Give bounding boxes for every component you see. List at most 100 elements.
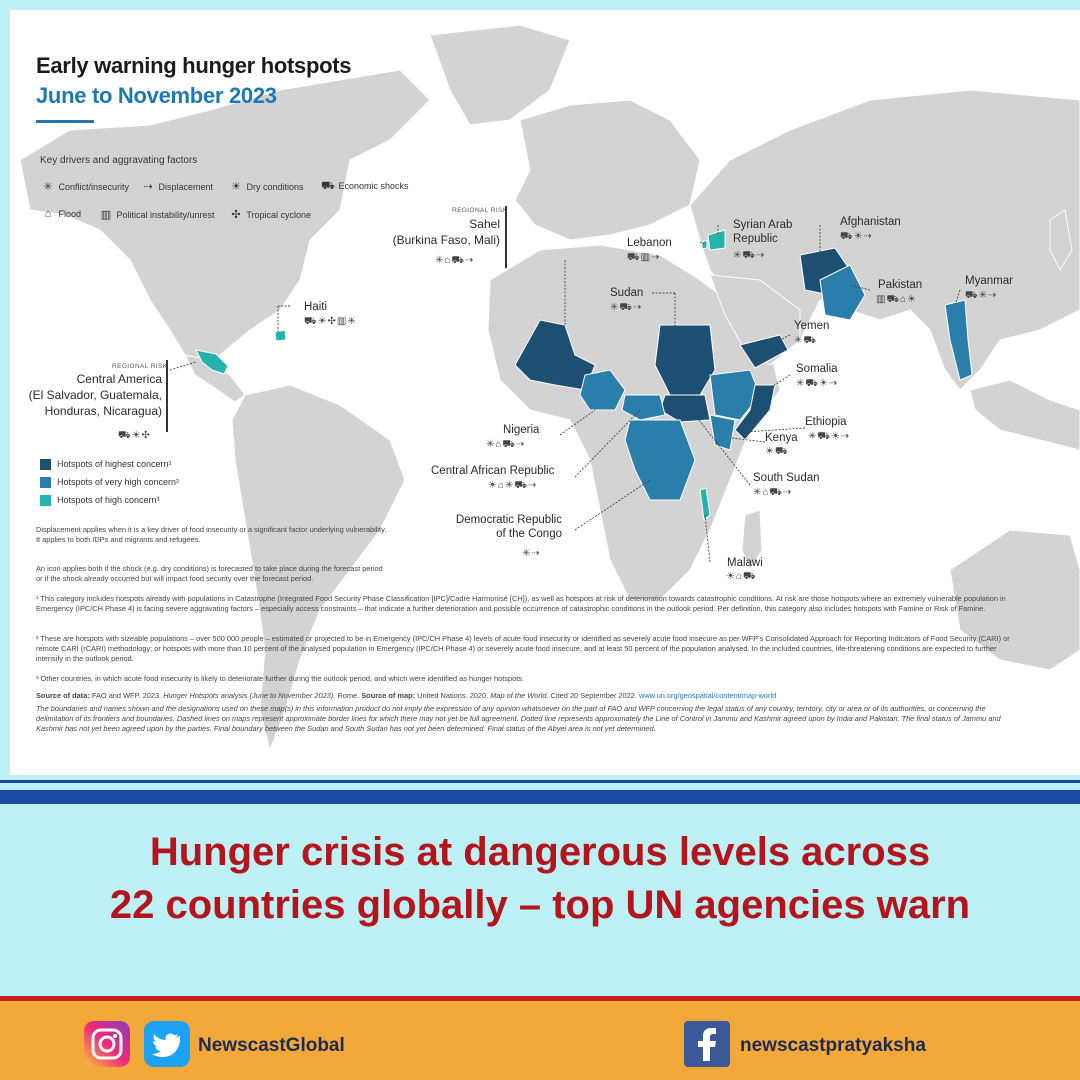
label-myanmar: Myanmar <box>965 275 1013 287</box>
syria-driver-icons: ✳⛟⇢ <box>733 250 766 261</box>
divider-thin <box>0 780 1080 783</box>
kenya-hotspot <box>709 414 736 451</box>
driver-political-instability: ▥ Political instability/unrest <box>98 208 215 221</box>
instagram-icon[interactable] <box>84 1021 130 1067</box>
myanmar-driver-icons: ⛟✳⇢ <box>965 290 998 301</box>
disclaimer: The boundaries and names shown and the d… <box>36 704 1001 734</box>
headline-line-1: Hunger crisis at dangerous levels across <box>149 830 931 874</box>
sahel-regional-risk-tag: REGIONAL RISK <box>452 207 508 214</box>
displacement-note: Displacement applies when it is a key dr… <box>36 525 387 545</box>
driver-dry-conditions: ☀ Dry conditions <box>228 180 303 193</box>
economic-shocks-icon: ⛟ <box>321 180 335 192</box>
label-yemen: Yemen <box>794 320 830 332</box>
north-america-land <box>19 69 431 371</box>
legend-highest-concern: Hotspots of highest concern¹ <box>40 459 172 471</box>
southeast-asia-land <box>969 379 1080 451</box>
label-syria: Syrian Arab Republic <box>733 219 793 245</box>
driver-flood: ⌂ Flood <box>40 208 81 220</box>
legend-swatch-very-high <box>40 477 51 489</box>
label-somalia: Somalia <box>796 363 838 375</box>
label-sudan: Sudan <box>610 287 644 299</box>
japan-land <box>1049 209 1073 272</box>
footnote-2: ² These are hotspots with sizeable popul… <box>36 634 1010 664</box>
newscastpratyaksha-handle[interactable]: newscastpratyaksha <box>740 1035 926 1056</box>
driver-displacement: ⇢ Displacement <box>140 180 213 193</box>
haiti-driver-icons: ⛟☀✣▥✳ <box>304 316 357 327</box>
central-america-bracket <box>166 360 168 432</box>
title-underline <box>36 120 94 123</box>
syria-hotspot <box>707 229 726 251</box>
sahel-label: Sahel (Burkina Faso, Mali) <box>392 217 500 247</box>
yemen-driver-icons: ✳⛟ <box>794 335 817 346</box>
legend-swatch-high <box>40 495 51 507</box>
driver-tropical-cyclone: ✣ Tropical cyclone <box>228 208 311 221</box>
footer-rule <box>0 996 1080 1001</box>
central-america-label: Central America (El Salvador, Guatemala,… <box>28 372 162 418</box>
pakistan-hotspot <box>819 264 866 321</box>
world-map <box>19 24 1080 752</box>
central-america-hotspot <box>195 349 229 375</box>
label-south-sudan: South Sudan <box>753 472 820 484</box>
twitter-icon[interactable] <box>144 1021 190 1067</box>
madagascar-land <box>741 509 763 572</box>
displacement-icon: ⇢ <box>143 181 153 193</box>
sahel-driver-icons: ✳⌂⛟⇢ <box>435 255 475 266</box>
myanmar-hotspot <box>944 299 973 381</box>
pakistan-driver-icons: ▥⛟⌂☀ <box>876 294 918 305</box>
headline: Hunger crisis at dangerous levels across… <box>0 826 1080 932</box>
map-source-link[interactable]: www.un.org/geospatial/content/map-world <box>638 691 777 700</box>
australia-land <box>949 529 1080 671</box>
legend-very-high-concern: Hotspots of very high concern² <box>40 477 179 489</box>
source-line: Source of data: FAO and WFP. 2023. Hunge… <box>36 691 777 700</box>
europe-land <box>514 99 701 241</box>
divider-thick <box>0 790 1080 804</box>
dry-conditions-icon: ☀ <box>231 181 241 193</box>
conflict-icon: ✳ <box>43 181 53 193</box>
driver-economic-shocks: ⛟ Economic shocks <box>321 180 409 192</box>
label-afghanistan: Afghanistan <box>840 216 901 228</box>
lebanon-driver-icons: ⛟▥⇢ <box>627 252 661 263</box>
malawi-driver-icons: ☀⌂⛟ <box>726 571 757 582</box>
map-title: Early warning hunger hotspots <box>36 53 352 78</box>
label-central-african-republic: Central African Republic <box>431 465 555 477</box>
central-america-driver-icons: ⛟☀✣ <box>118 430 151 441</box>
icon-rule-note: An icon applies both if the shock (e.g. … <box>36 564 383 584</box>
footnote-1: ¹ This category includes hotspots alread… <box>36 594 1006 614</box>
lebanon-hotspot <box>701 239 708 250</box>
flood-icon: ⌂ <box>44 208 52 220</box>
south-sudan-driver-icons: ✳⌂⛟⇢ <box>753 487 793 498</box>
newscastglobal-handle[interactable]: NewscastGlobal <box>198 1035 345 1056</box>
yemen-hotspot <box>739 334 789 369</box>
label-kenya: Kenya <box>765 432 798 444</box>
legend-swatch-highest <box>40 459 51 471</box>
label-malawi: Malawi <box>727 557 763 569</box>
tropical-cyclone-icon: ✣ <box>231 209 241 221</box>
nigeria-driver-icons: ✳⌂⛟⇢ <box>486 439 526 450</box>
car-driver-icons: ☀⌂✳⛟⇢ <box>488 480 538 491</box>
headline-line-2: 22 countries globally – top UN agencies … <box>109 883 971 927</box>
ethiopia-driver-icons: ✳⛟☀⇢ <box>808 431 851 442</box>
drc-driver-icons: ✳⇢ <box>522 548 541 559</box>
map-subtitle: June to November 2023 <box>36 83 277 108</box>
sudan-driver-icons: ✳⛟⇢ <box>610 302 643 313</box>
label-haiti: Haiti <box>304 301 328 313</box>
footnote-3: ³ Other countries, in which acute food i… <box>36 674 525 683</box>
sahel-bracket <box>505 206 507 268</box>
south-america-land <box>231 384 406 752</box>
car-hotspot <box>621 394 666 421</box>
label-pakistan: Pakistan <box>878 279 923 291</box>
greenland-land <box>429 24 571 126</box>
afghanistan-driver-icons: ⛟☀⇢ <box>840 231 873 242</box>
haiti-hotspot <box>274 329 287 342</box>
malawi-hotspot <box>699 487 711 521</box>
political-instability-icon: ▥ <box>100 209 112 221</box>
mali-burkina-hotspot <box>514 319 596 391</box>
footer-bar: NewscastGlobal newscastpratyaksha <box>0 1001 1080 1080</box>
label-lebanon: Lebanon <box>627 237 672 249</box>
hunger-hotspots-map: Early warning hunger hotspots June to No… <box>10 10 1080 775</box>
label-nigeria: Nigeria <box>503 424 540 436</box>
facebook-icon[interactable] <box>684 1021 730 1067</box>
nigeria-hotspot <box>579 369 626 411</box>
label-democratic-republic-of-the-congo: Democratic Republic of the Congo <box>455 514 562 540</box>
